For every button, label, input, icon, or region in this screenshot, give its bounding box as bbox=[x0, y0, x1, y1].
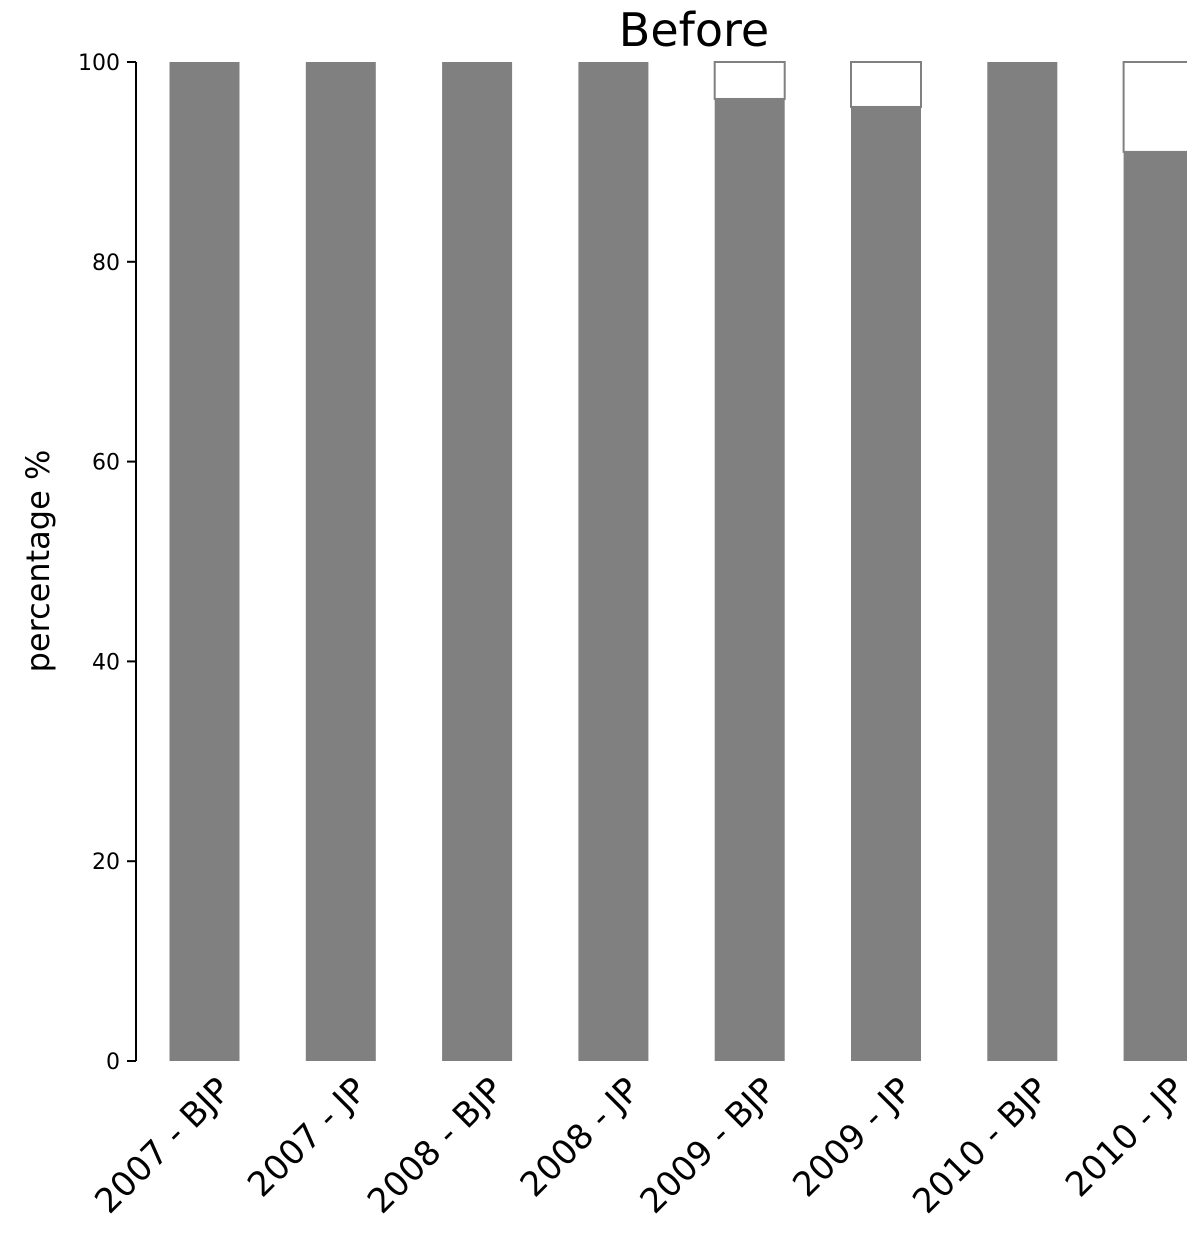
bar-segment-main bbox=[578, 62, 649, 1061]
y-tick-label: 20 bbox=[92, 850, 120, 875]
y-ticks-group: 0 20 40 60 80 100 bbox=[78, 51, 136, 1075]
x-tick-label: 2008 - BJP bbox=[360, 1070, 512, 1222]
y-tick-label: 0 bbox=[106, 1050, 120, 1075]
y-tick-label: 80 bbox=[92, 251, 120, 276]
x-tick-label: 2007 - JP bbox=[240, 1070, 375, 1205]
bar-segment-main bbox=[305, 62, 376, 1061]
bar-segment-remainder bbox=[850, 61, 922, 108]
bar-segment-main bbox=[1123, 151, 1187, 1061]
x-tick-label: 2010 - JP bbox=[1058, 1070, 1187, 1205]
y-tick-label: 60 bbox=[92, 451, 120, 476]
x-tick-label: 2007 - BJP bbox=[87, 1070, 239, 1222]
bar-segment-main bbox=[442, 62, 513, 1061]
y-tick-label: 40 bbox=[92, 650, 120, 675]
x-tick-label: 2010 - BJP bbox=[905, 1070, 1057, 1222]
bar-segment-remainder bbox=[713, 61, 786, 100]
y-axis-label: percentage % bbox=[19, 450, 57, 673]
bar-segment-main bbox=[714, 98, 785, 1061]
bars-group bbox=[169, 61, 1187, 1061]
x-tick-label: 2008 - JP bbox=[513, 1070, 648, 1205]
chart-title: Before bbox=[619, 3, 769, 57]
x-tick-label: 2009 - JP bbox=[785, 1070, 920, 1205]
y-tick-label: 100 bbox=[78, 51, 120, 76]
bar-segment-remainder bbox=[1122, 61, 1187, 153]
bar-segment-main bbox=[987, 62, 1058, 1061]
bar-segment-main bbox=[169, 62, 240, 1061]
bar-segment-main bbox=[851, 106, 921, 1061]
x-tick-label: 2009 - BJP bbox=[633, 1070, 785, 1222]
